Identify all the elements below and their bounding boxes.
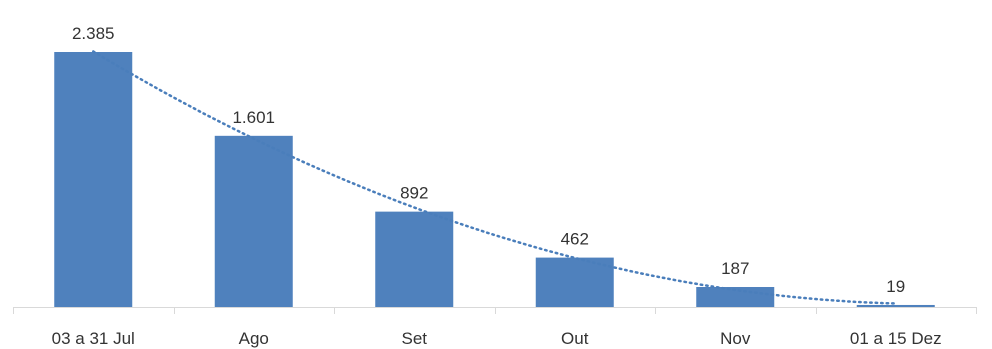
value-labels: 2.385 1.601 892 462 187 19 bbox=[72, 24, 905, 296]
data-label: 892 bbox=[400, 184, 428, 203]
x-tick-label: 01 a 15 Dez bbox=[850, 329, 942, 348]
x-axis bbox=[13, 307, 977, 314]
bar bbox=[54, 52, 133, 307]
bar bbox=[214, 135, 293, 307]
data-label: 1.601 bbox=[232, 108, 275, 127]
x-tick-label: Ago bbox=[239, 329, 269, 348]
bar bbox=[535, 257, 614, 307]
data-label: 2.385 bbox=[72, 24, 115, 43]
data-label: 19 bbox=[886, 277, 905, 296]
data-label: 462 bbox=[561, 230, 589, 249]
x-tick-label: Nov bbox=[720, 329, 751, 348]
category-labels: 03 a 31 Jul Ago Set Out Nov 01 a 15 Dez bbox=[52, 329, 942, 348]
trendline bbox=[92, 50, 898, 305]
bars-group bbox=[54, 52, 935, 307]
bar bbox=[375, 211, 454, 307]
bar bbox=[856, 304, 935, 307]
data-label: 187 bbox=[721, 259, 749, 278]
x-tick-label: 03 a 31 Jul bbox=[52, 329, 135, 348]
x-tick-label: Set bbox=[401, 329, 427, 348]
x-tick-label: Out bbox=[561, 329, 589, 348]
